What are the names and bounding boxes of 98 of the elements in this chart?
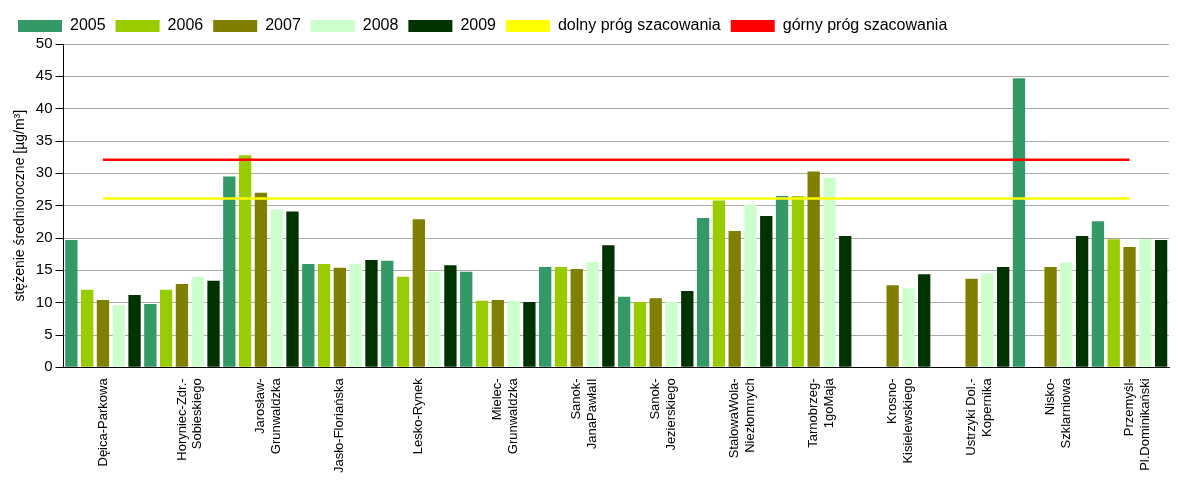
y-axis-title: stężenie średnioroczne [µg/m³] [11, 109, 28, 302]
bar [1139, 239, 1152, 367]
x-tick-label: Mielec- Grunwaldzka [489, 377, 520, 455]
x-tick-label: Jarosław- Grunwaldzka [252, 377, 284, 455]
bar [886, 285, 899, 367]
bar [602, 245, 615, 367]
bar [839, 236, 852, 367]
bar [96, 300, 110, 367]
x-tick-label: Tarnobrzeg- 1goMaja [805, 377, 836, 448]
bar [223, 176, 236, 367]
x-tick-label: Jasło-Floriańska [331, 377, 347, 474]
bar [633, 302, 647, 367]
bar [428, 271, 441, 367]
bar [696, 217, 710, 367]
x-tick-label: StalowaWola- Niezłomnych [726, 378, 757, 459]
bar [396, 276, 410, 367]
bar [775, 195, 789, 367]
bar [365, 260, 378, 367]
y-tick-label: 10 [35, 292, 53, 310]
legend-label: 2008 [362, 16, 399, 34]
bar [791, 195, 805, 367]
legend-label: dolny próg szacowania [557, 16, 721, 34]
bar [744, 204, 757, 367]
x-tick-label: Lesko-Rynek [410, 377, 426, 455]
y-tick-label: 5 [44, 325, 53, 343]
x-tick-label: Sanok- JanaPawłaII [568, 378, 599, 450]
bar [1075, 236, 1089, 367]
bar [1091, 221, 1105, 367]
bar [475, 300, 489, 367]
legend-label: 2009 [460, 16, 497, 34]
y-tick-label: 20 [35, 228, 53, 246]
bar [1123, 247, 1136, 367]
x-tick-label: Krosno- Kisielewskiego [884, 378, 915, 464]
bar [286, 211, 299, 367]
bar [981, 273, 994, 367]
bar [238, 155, 252, 367]
legend-label: 2005 [70, 16, 106, 34]
y-tick-label: 15 [35, 260, 53, 278]
bar [728, 230, 741, 367]
y-tick-label: 45 [35, 66, 53, 84]
bar [807, 171, 820, 367]
y-tick-label: 40 [35, 98, 53, 116]
bar [349, 263, 362, 367]
y-tick-label: 0 [44, 357, 53, 375]
bar [918, 274, 931, 367]
bar [1154, 239, 1168, 367]
y-tick-label: 25 [35, 195, 53, 213]
bar [191, 276, 204, 367]
y-tick-label: 50 [35, 34, 53, 52]
bar [965, 278, 978, 367]
bar [554, 267, 568, 367]
bar [444, 265, 457, 367]
x-tick-label: Przemyśl- Pl.Dominikański [1121, 378, 1152, 471]
legend-label: górny próg szacowania [782, 16, 948, 34]
bar [65, 239, 78, 367]
bar [254, 192, 268, 367]
x-tick-label: Nisko- Szklarniowa [1042, 377, 1073, 449]
x-tick-label: Ustrzyki Dol.- Kopernika [963, 377, 994, 456]
bar [681, 291, 694, 367]
bar [412, 219, 425, 367]
bar [902, 288, 915, 367]
y-tick-label: 30 [35, 163, 53, 181]
bar [1107, 239, 1120, 367]
bar [665, 302, 678, 367]
bar [649, 298, 662, 367]
bar [381, 260, 394, 367]
bar [128, 294, 141, 367]
x-tick-label: Sanok- Jezierskiego [647, 378, 678, 451]
bar [81, 289, 94, 367]
bar [491, 300, 504, 367]
bar [760, 216, 773, 367]
bar [207, 280, 220, 367]
x-tick-label: Dęica-Parkowa [94, 377, 110, 467]
bar [270, 209, 283, 367]
bar [1044, 267, 1057, 367]
bar [333, 267, 347, 367]
bar [302, 263, 315, 367]
bar [997, 267, 1010, 367]
bar [317, 263, 331, 367]
legend-label: 2006 [167, 16, 204, 34]
bar [712, 200, 726, 367]
bar [823, 177, 836, 367]
bar [617, 296, 631, 367]
bar [112, 305, 125, 367]
bar [507, 300, 520, 367]
bar [175, 283, 189, 367]
x-tick-label: Horyniec-Zdr.- Sobieskiego [173, 378, 205, 461]
bar [159, 289, 173, 367]
y-tick-label: 35 [35, 131, 53, 149]
bar [1060, 262, 1073, 367]
bar [1012, 78, 1026, 367]
legend-label: 2007 [265, 16, 301, 34]
bar [460, 271, 473, 367]
bar [586, 261, 599, 367]
bar [570, 269, 583, 367]
bar [144, 303, 157, 367]
bar [539, 267, 552, 367]
bar [523, 302, 536, 367]
